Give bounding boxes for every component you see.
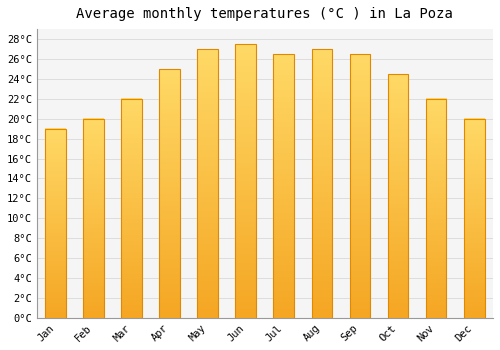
Bar [350,54,370,318]
Bar [464,119,484,318]
Bar [274,54,294,318]
Bar [312,49,332,318]
Bar [46,129,66,318]
Title: Average monthly temperatures (°C ) in La Poza: Average monthly temperatures (°C ) in La… [76,7,454,21]
Bar [122,99,142,318]
Bar [160,69,180,318]
Bar [198,49,218,318]
Bar [236,44,256,318]
Bar [426,99,446,318]
Bar [84,119,104,318]
Bar [388,74,408,318]
